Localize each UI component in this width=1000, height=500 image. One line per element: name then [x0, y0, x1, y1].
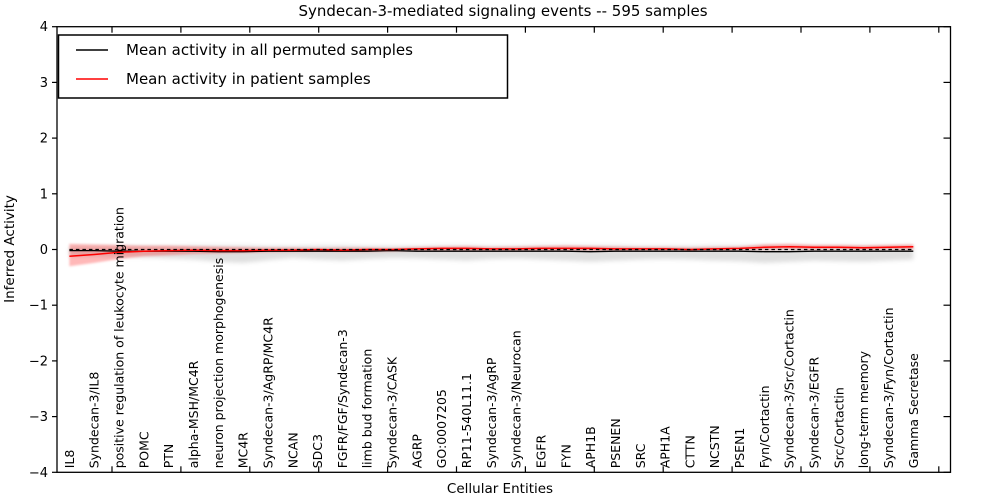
x-tick-label: SDC3: [310, 434, 325, 468]
y-tick-label: 2: [40, 132, 48, 147]
axes-border: [56, 26, 952, 473]
x-tick-label: PSENEN: [608, 418, 623, 468]
y-tick-label: 0: [40, 243, 48, 258]
x-tick-label: Syndecan-3/EGFR: [806, 357, 821, 469]
x-tick-label: alpha-MSH/MC4R: [186, 360, 201, 468]
x-tick-label: neuron projection morphogenesis: [211, 258, 226, 469]
x-tick-label: FGFR/FGF/Syndecan-3: [335, 329, 350, 468]
y-tick-label: −3: [29, 410, 48, 425]
x-tick-label: Syndecan-3/Neurocan: [509, 330, 524, 468]
x-tick-label: Syndecan-3/IL8: [87, 372, 102, 469]
x-tick-label: Syndecan-3/Fyn/Cortactin: [881, 307, 896, 468]
x-tick-label: IL8: [62, 450, 77, 469]
permuted-mean-line: [69, 249, 914, 253]
x-tick-label: MC4R: [236, 432, 251, 468]
x-axis-label: Cellular Entities: [447, 481, 553, 497]
x-tick-label: Fyn/Cortactin: [757, 385, 772, 468]
x-tick-label: PTN: [161, 444, 176, 469]
x-tick-label: positive regulation of leukocyte migrati…: [112, 207, 127, 468]
legend-box: [57, 34, 509, 99]
legend-label-permuted: Mean activity in all permuted samples: [126, 41, 413, 59]
x-tick-label: Src/Cortactin: [831, 387, 846, 468]
y-tick-label: −1: [29, 299, 48, 314]
y-axis-label: Inferred Activity: [2, 195, 18, 303]
y-tick-label: −4: [29, 466, 48, 481]
x-tick-label: PSEN1: [732, 428, 747, 469]
x-tick-label: POMC: [136, 431, 151, 468]
chart-title: Syndecan-3-mediated signaling events -- …: [298, 2, 707, 20]
x-tick-label: FYN: [558, 444, 573, 468]
x-tick-label: RP11-540L11.1: [459, 373, 474, 468]
x-tick-label: CTTN: [682, 435, 697, 468]
x-tick-label: Syndecan-3/CASK: [385, 356, 400, 468]
x-tick-label: Syndecan-3/AgRP: [484, 357, 499, 468]
x-tick-label: Gamma Secretase: [906, 353, 921, 468]
x-tick-label: EGFR: [533, 435, 548, 469]
y-tick-label: −2: [29, 354, 48, 369]
x-tick-label: GO:0007205: [434, 389, 449, 468]
x-tick-label: AGRP: [409, 434, 424, 469]
legend-label-patient: Mean activity in patient samples: [126, 70, 371, 88]
x-tick-label: limb bud formation: [360, 349, 375, 469]
x-tick-label: NCSTN: [707, 425, 722, 468]
plot-area: 4 3 2 1 0 −1 −2 −3 −4 IL8 Syndecan-3/IL8 positive r…: [29, 20, 951, 481]
x-tick-label: Syndecan-3/Src/Cortactin: [782, 309, 797, 468]
x-tick-label: SRC: [633, 443, 648, 468]
y-tick-label: 1: [40, 187, 48, 202]
x-tick-label: NCAN: [285, 432, 300, 468]
x-tick-label: long-term memory: [856, 350, 871, 468]
patient-mean-line: [69, 245, 914, 257]
y-tick-label: 4: [40, 20, 48, 35]
x-tick-label: APH1A: [658, 426, 673, 468]
x-tick-label: Syndecan-3/AgRP/MC4R: [260, 317, 275, 468]
y-tick-label: 3: [40, 76, 48, 91]
x-tick-label: APH1B: [583, 426, 598, 468]
legend: Mean activity in all permuted samples Me…: [57, 34, 509, 99]
